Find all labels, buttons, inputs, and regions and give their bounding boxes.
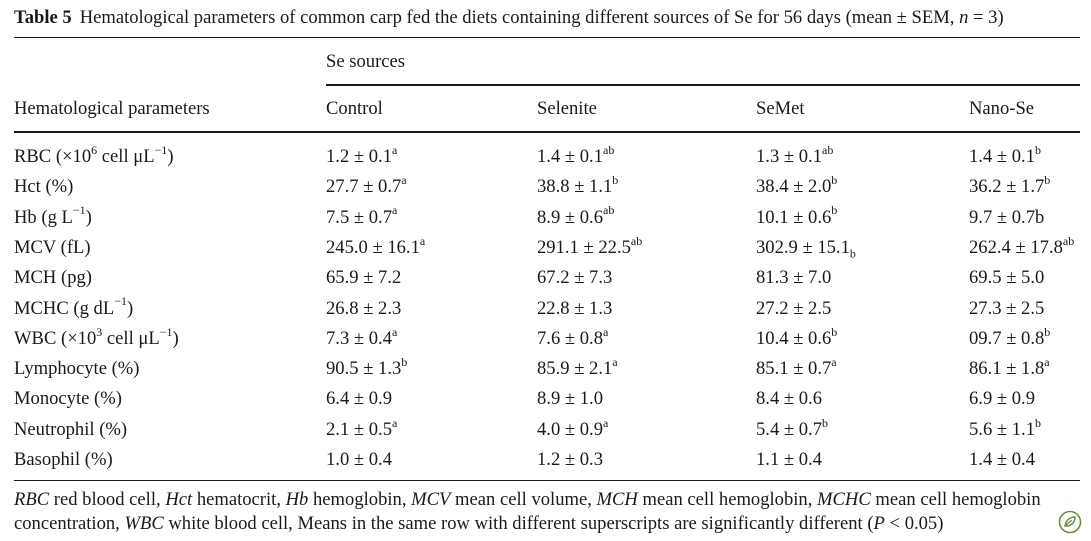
table-cell: 81.3 ± 7.0	[756, 267, 832, 289]
table-cell: 67.2 ± 7.3	[537, 267, 613, 289]
top-rule	[14, 37, 1080, 38]
table-cell: 7.3 ± 0.4a	[326, 324, 398, 349]
row-param-label: MCHC (g dL−1)	[14, 294, 134, 319]
table-cell: 90.5 ± 1.3b	[326, 354, 408, 380]
table-cell: 38.4 ± 2.0b	[756, 173, 838, 198]
table-cell: 69.5 ± 5.0	[969, 267, 1045, 289]
row-param-label: Monocyte (%)	[14, 388, 122, 410]
table-cell: 1.1 ± 0.4	[756, 449, 822, 470]
table-caption: Table 5 Hematological parameters of commo…	[14, 5, 1084, 31]
table-cell: 26.8 ± 2.3	[326, 297, 402, 319]
table-cell: 262.4 ± 17.8ab	[969, 233, 1075, 258]
row-param-label: RBC (×106 cell μL−1)	[14, 142, 174, 167]
row-param-label: MCV (fL)	[14, 236, 91, 258]
row-param-label: Lymphocyte (%)	[14, 358, 140, 380]
table-cell: 1.3 ± 0.1ab	[756, 142, 834, 167]
table-cell: 10.4 ± 0.6b	[756, 324, 838, 349]
column-header-control: Control	[326, 98, 383, 119]
table-cell: 245.0 ± 16.1a	[326, 233, 426, 258]
springer-leaf-icon	[1058, 510, 1082, 534]
table-cell: 1.4 ± 0.1ab	[537, 142, 615, 167]
table-cell: 5.6 ± 1.1b	[969, 415, 1041, 440]
column-header-selenite: Selenite	[537, 98, 597, 119]
table-cell: 86.1 ± 1.8a	[969, 354, 1050, 380]
table-cell: 85.1 ± 0.7a	[756, 354, 837, 380]
table-cell: 27.3 ± 2.5	[969, 297, 1045, 319]
table-cell: 27.2 ± 2.5	[756, 297, 832, 319]
table-cell: 291.1 ± 22.5ab	[537, 233, 643, 258]
table-cell: 9.7 ± 0.7b	[969, 206, 1045, 228]
table-cell: 8.4 ± 0.6	[756, 388, 822, 410]
row-param-label: MCH (pg)	[14, 267, 92, 289]
table-cell: 36.2 ± 1.7b	[969, 173, 1051, 198]
table-label: Table 5	[14, 7, 72, 28]
row-param-label: Hct (%)	[14, 176, 74, 198]
table-cell: 09.7 ± 0.8b	[969, 324, 1051, 349]
table-cell: 1.2 ± 0.3	[537, 449, 603, 470]
header-rule	[14, 131, 1080, 133]
table-cell: 8.9 ± 1.0	[537, 388, 603, 410]
row-param-label: Hb (g L−1)	[14, 203, 92, 228]
param-column-header: Hematological parameters	[14, 98, 210, 119]
column-header-semet: SeMet	[756, 98, 805, 119]
table-cell: 1.0 ± 0.4	[326, 449, 392, 470]
group-header: Se sources	[326, 51, 406, 72]
table-cell: 38.8 ± 1.1b	[537, 173, 619, 198]
table-cell: 10.1 ± 0.6b	[756, 203, 838, 228]
table-cell: 6.9 ± 0.9	[969, 388, 1035, 410]
table-cell: 22.8 ± 1.3	[537, 297, 613, 319]
group-underline	[326, 84, 1080, 86]
column-header-nano-se: Nano-Se	[969, 98, 1035, 119]
table-cell: 1.2 ± 0.1a	[326, 142, 398, 167]
table-cell: 8.9 ± 0.6ab	[537, 203, 615, 228]
table-cell: 302.9 ± 15.1b	[756, 236, 856, 261]
bottom-rule	[14, 480, 1080, 481]
table-cell: 4.0 ± 0.9a	[537, 415, 609, 440]
table-title: Hematological parameters of common carp …	[79, 7, 1004, 28]
table-cell: 2.1 ± 0.5a	[326, 415, 398, 440]
table-cell: 5.4 ± 0.7b	[756, 415, 828, 440]
row-param-label: Basophil (%)	[14, 449, 113, 470]
table-cell: 7.6 ± 0.8a	[537, 324, 609, 349]
table-footnote: RBC red blood cell, Hct hematocrit, Hb h…	[14, 489, 1041, 534]
table-cell: 65.9 ± 7.2	[326, 267, 402, 289]
table-cell: 27.7 ± 0.7a	[326, 173, 407, 198]
row-param-label: WBC (×103 cell μL−1)	[14, 324, 179, 349]
table-cell: 7.5 ± 0.7a	[326, 203, 398, 228]
table-cell: 6.4 ± 0.9	[326, 388, 392, 410]
row-param-label: Neutrophil (%)	[14, 418, 128, 440]
table-cell: 85.9 ± 2.1a	[537, 354, 618, 380]
table-cell: 1.4 ± 0.1b	[969, 142, 1041, 167]
table-cell: 1.4 ± 0.4	[969, 449, 1035, 470]
